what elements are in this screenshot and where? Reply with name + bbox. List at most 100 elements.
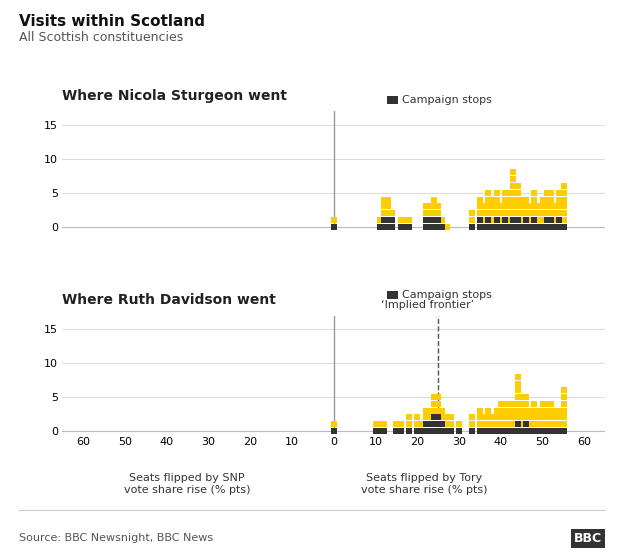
Point [534, 202, 544, 211]
Point [509, 175, 519, 184]
Point [509, 182, 519, 190]
Point [396, 222, 406, 231]
Point [529, 406, 539, 415]
Point [517, 222, 527, 231]
Point [517, 427, 527, 436]
Point [550, 413, 560, 422]
Point [500, 209, 510, 218]
Point [487, 209, 497, 218]
Point [554, 222, 564, 231]
Point [479, 427, 489, 436]
Point [546, 195, 556, 204]
Point [521, 406, 531, 415]
Point [492, 406, 502, 415]
Point [404, 427, 414, 436]
Point [521, 195, 531, 204]
Point [475, 413, 485, 422]
Point [509, 209, 519, 218]
Point [442, 413, 452, 422]
Point [542, 195, 552, 204]
Point [546, 406, 556, 415]
Point [492, 195, 502, 204]
Point [375, 427, 385, 436]
Point [538, 399, 548, 408]
Point [492, 202, 502, 211]
Point [329, 222, 339, 231]
Point [534, 420, 544, 429]
Point [496, 222, 506, 231]
Point [517, 216, 527, 224]
Point [512, 209, 522, 218]
Point [546, 420, 556, 429]
Point [404, 420, 414, 429]
Point [538, 413, 548, 422]
Point [554, 406, 564, 415]
Point [550, 202, 560, 211]
Point [417, 420, 427, 429]
Point [546, 209, 556, 218]
Point [534, 222, 544, 231]
Point [542, 406, 552, 415]
Point [500, 195, 510, 204]
Point [442, 427, 452, 436]
Point [437, 413, 447, 422]
Point [467, 413, 477, 422]
Point [396, 216, 406, 224]
Point [512, 406, 522, 415]
Point [534, 209, 544, 218]
Point [487, 216, 497, 224]
Point [383, 222, 393, 231]
Point [509, 202, 519, 211]
Point [554, 195, 564, 204]
Point [558, 386, 568, 395]
Point [512, 216, 522, 224]
Point [475, 420, 485, 429]
Point [425, 216, 435, 224]
Point [437, 216, 447, 224]
Point [433, 420, 443, 429]
Point [525, 216, 535, 224]
Point [521, 209, 531, 218]
Point [525, 420, 535, 429]
Point [509, 188, 519, 197]
Point [529, 427, 539, 436]
Point [421, 216, 431, 224]
Point [529, 413, 539, 422]
Point [534, 427, 544, 436]
Point [504, 216, 514, 224]
Point [429, 420, 439, 429]
Point [534, 216, 544, 224]
Point [525, 202, 535, 211]
Point [388, 222, 397, 231]
Point [529, 209, 539, 218]
Point [475, 209, 485, 218]
Point [550, 406, 560, 415]
Point [500, 216, 510, 224]
Point [425, 209, 435, 218]
Point [529, 420, 539, 429]
Point [329, 216, 339, 224]
Point [512, 202, 522, 211]
Point [492, 216, 502, 224]
Point [484, 420, 494, 429]
Point [388, 216, 397, 224]
Point [479, 413, 489, 422]
Point [496, 427, 506, 436]
Point [529, 399, 539, 408]
Point [433, 209, 443, 218]
Point [479, 209, 489, 218]
Point [421, 202, 431, 211]
Point [542, 427, 552, 436]
Point [558, 188, 568, 197]
Point [500, 222, 510, 231]
Point [500, 399, 510, 408]
Point [512, 222, 522, 231]
Point [492, 427, 502, 436]
Point [517, 209, 527, 218]
Point [467, 209, 477, 218]
Point [475, 406, 485, 415]
Point [425, 420, 435, 429]
Point [496, 216, 506, 224]
Point [496, 420, 506, 429]
Point [558, 195, 568, 204]
